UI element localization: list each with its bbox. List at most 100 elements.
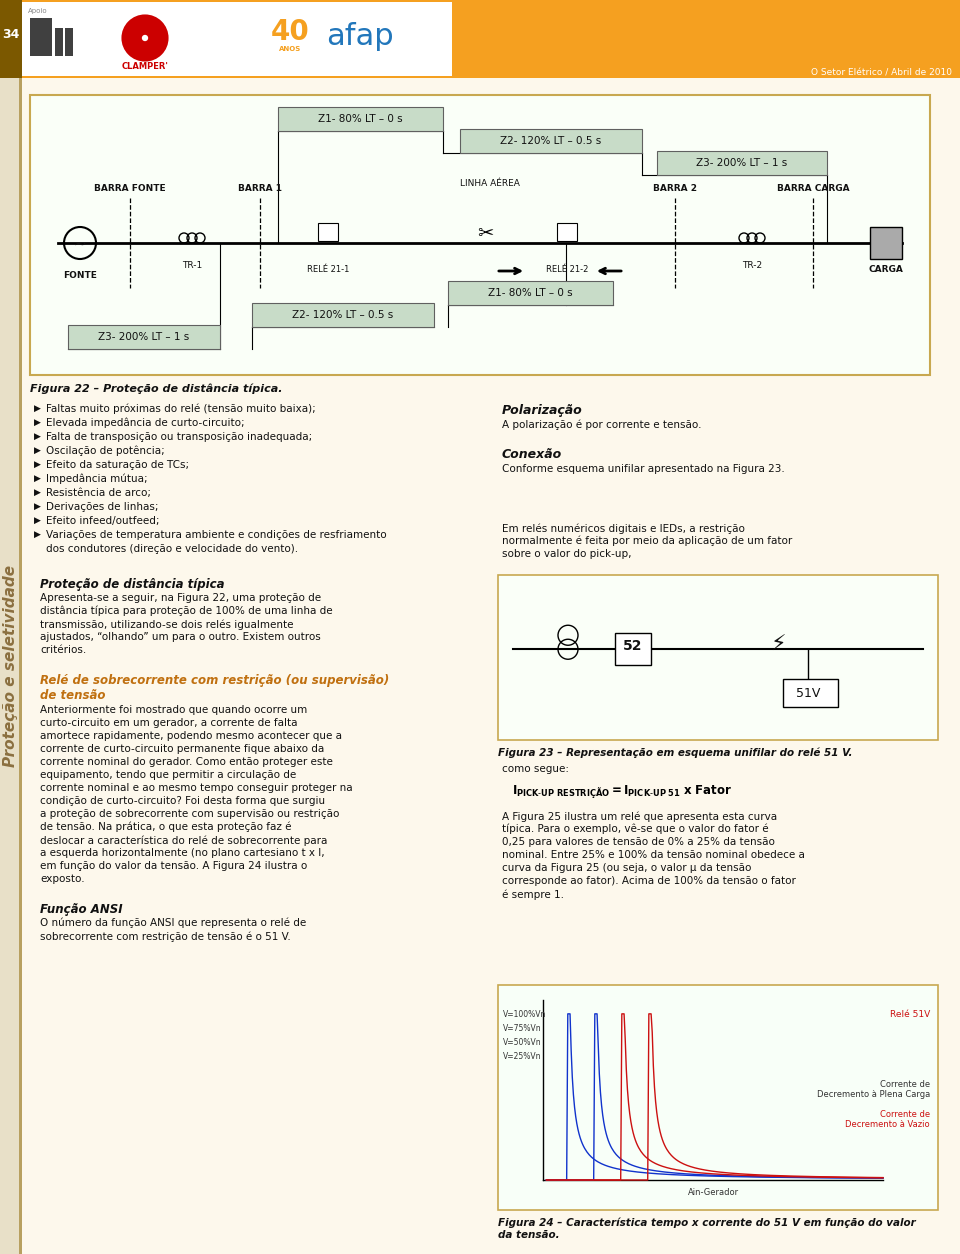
Bar: [30, 95, 930, 375]
Text: 51V: 51V: [796, 687, 820, 700]
Text: Faltas muito próximas do relé (tensão muito baixa);: Faltas muito próximas do relé (tensão mu…: [46, 404, 316, 415]
Text: Falta de transposição ou transposição inadequada;: Falta de transposição ou transposição in…: [46, 431, 312, 441]
Text: ▶: ▶: [34, 460, 41, 469]
Text: de tensão. Na prática, o que esta proteção faz é: de tensão. Na prática, o que esta proteç…: [40, 823, 292, 833]
Text: 34: 34: [2, 29, 20, 41]
Text: RELÉ 21-1: RELÉ 21-1: [307, 265, 349, 275]
Bar: [278, 107, 443, 130]
Text: Efeito da saturação de TCs;: Efeito da saturação de TCs;: [46, 460, 189, 470]
Bar: [0, 0, 22, 78]
Text: ▶: ▶: [34, 474, 41, 483]
Text: Z3- 200% LT – 1 s: Z3- 200% LT – 1 s: [98, 332, 190, 342]
Bar: [68, 325, 220, 349]
Text: TR-1: TR-1: [181, 261, 203, 270]
Text: corrente nominal e ao mesmo tempo conseguir proteger na: corrente nominal e ao mesmo tempo conseg…: [40, 782, 352, 793]
Text: Z1- 80% LT – 0 s: Z1- 80% LT – 0 s: [489, 288, 573, 298]
Text: Efeito infeed/outfeed;: Efeito infeed/outfeed;: [46, 515, 159, 525]
Text: Em relés numéricos digitais e IEDs, a restrição: Em relés numéricos digitais e IEDs, a re…: [502, 523, 745, 533]
Text: V=100%Vn: V=100%Vn: [503, 1009, 546, 1020]
Text: dos condutores (direção e velocidade do vento).: dos condutores (direção e velocidade do …: [46, 544, 299, 554]
Bar: [0, 78, 19, 1254]
Text: ANOS: ANOS: [278, 46, 301, 51]
Text: Resistência de arco;: Resistência de arco;: [46, 488, 151, 498]
Text: ⚡: ⚡: [770, 636, 786, 656]
Text: condição de curto-circuito? Foi desta forma que surgiu: condição de curto-circuito? Foi desta fo…: [40, 796, 325, 806]
Text: normalmente é feita por meio da aplicação de um fator: normalmente é feita por meio da aplicaçã…: [502, 535, 792, 547]
Text: corrente nominal do gerador. Como então proteger este: corrente nominal do gerador. Como então …: [40, 757, 333, 767]
Bar: [0, 0, 960, 78]
Text: de tensão: de tensão: [40, 688, 106, 702]
Bar: [318, 223, 338, 241]
Text: V=75%Vn: V=75%Vn: [503, 1025, 541, 1033]
Text: $\mathbf{I_{PICK\text{-}UP\ RESTRIÇÃO} = I_{PICK\text{-}UP\ 51}\ x\ Fator}$: $\mathbf{I_{PICK\text{-}UP\ RESTRIÇÃO} =…: [512, 782, 732, 800]
Text: ▶: ▶: [34, 515, 41, 525]
Text: corrente de curto-circuito permanente fique abaixo da: corrente de curto-circuito permanente fi…: [40, 744, 324, 754]
Text: 40: 40: [271, 18, 309, 46]
Bar: [19, 78, 22, 1254]
Text: O número da função ANSI que representa o relé de: O número da função ANSI que representa o…: [40, 918, 306, 928]
Text: a proteção de sobrecorrente com supervisão ou restrição: a proteção de sobrecorrente com supervis…: [40, 809, 340, 819]
Text: Variações de temperatura ambiente e condições de resfriamento: Variações de temperatura ambiente e cond…: [46, 530, 387, 540]
Bar: [657, 150, 827, 176]
Text: Z3- 200% LT – 1 s: Z3- 200% LT – 1 s: [696, 158, 787, 168]
Text: como segue:: como segue:: [502, 764, 569, 774]
Text: Anteriormente foi mostrado que quando ocorre um: Anteriormente foi mostrado que quando oc…: [40, 705, 307, 715]
Text: sobrecorrente com restrição de tensão é o 51 V.: sobrecorrente com restrição de tensão é …: [40, 930, 291, 942]
Text: Figura 24 – Característica tempo x corrente do 51 V em função do valor
da tensão: Figura 24 – Característica tempo x corre…: [498, 1218, 916, 1240]
Bar: [498, 576, 938, 740]
Text: ▶: ▶: [34, 502, 41, 510]
Text: CARGA: CARGA: [869, 265, 903, 275]
Text: corresponde ao fator). Acima de 100% da tensão o fator: corresponde ao fator). Acima de 100% da …: [502, 877, 796, 887]
Text: típica. Para o exemplo, vê-se que o valor do fator é: típica. Para o exemplo, vê-se que o valo…: [502, 824, 769, 834]
Bar: [55, 28, 63, 56]
Text: Conforme esquema unifilar apresentado na Figura 23.: Conforme esquema unifilar apresentado na…: [502, 464, 784, 474]
Bar: [460, 129, 642, 153]
Bar: [557, 223, 577, 241]
Text: A Figura 25 ilustra um relé que apresenta esta curva: A Figura 25 ilustra um relé que apresent…: [502, 811, 778, 821]
Text: Conexão: Conexão: [502, 448, 563, 461]
Text: ✂: ✂: [477, 223, 493, 242]
Text: a esquerda horizontalmente (no plano cartesiano t x I,: a esquerda horizontalmente (no plano car…: [40, 848, 324, 858]
Text: Relé 51V: Relé 51V: [890, 1009, 930, 1020]
Text: CLAMPER': CLAMPER': [122, 61, 168, 71]
Text: Figura 23 – Representação em esquema unifilar do relé 51 V.: Figura 23 – Representação em esquema uni…: [498, 747, 852, 759]
Text: Função ANSI: Função ANSI: [40, 903, 123, 915]
Bar: [615, 633, 651, 666]
Text: 52: 52: [623, 640, 643, 653]
Bar: [783, 680, 838, 707]
Text: Oscilação de potência;: Oscilação de potência;: [46, 446, 165, 456]
Bar: [252, 303, 434, 327]
Text: Ain-Gerador: Ain-Gerador: [687, 1188, 738, 1198]
Text: Figura 22 – Proteção de distância típica.: Figura 22 – Proteção de distância típica…: [30, 382, 282, 394]
Text: V=25%Vn: V=25%Vn: [503, 1052, 541, 1061]
Text: RELÉ 21-2: RELÉ 21-2: [546, 265, 588, 275]
Text: 0,25 para valores de tensão de 0% a 25% da tensão: 0,25 para valores de tensão de 0% a 25% …: [502, 836, 775, 846]
Text: curva da Figura 25 (ou seja, o valor μ da tensão: curva da Figura 25 (ou seja, o valor μ d…: [502, 863, 752, 873]
Bar: [22, 3, 452, 76]
Text: Elevada impedância de curto-circuito;: Elevada impedância de curto-circuito;: [46, 418, 245, 429]
Text: é sempre 1.: é sempre 1.: [502, 889, 564, 899]
Text: TR-2: TR-2: [742, 261, 762, 270]
Text: Z2- 120% LT – 0.5 s: Z2- 120% LT – 0.5 s: [500, 135, 602, 145]
Text: Derivações de linhas;: Derivações de linhas;: [46, 502, 158, 512]
Text: ▶: ▶: [34, 404, 41, 413]
Text: nominal. Entre 25% e 100% da tensão nominal obedece a: nominal. Entre 25% e 100% da tensão nomi…: [502, 850, 804, 860]
Text: amortece rapidamente, podendo mesmo acontecer que a: amortece rapidamente, podendo mesmo acon…: [40, 731, 342, 741]
Text: distância típica para proteção de 100% de uma linha de: distância típica para proteção de 100% d…: [40, 606, 332, 617]
Text: ~: ~: [74, 237, 86, 252]
Text: O Setor Elétrico / Abril de 2010: O Setor Elétrico / Abril de 2010: [811, 68, 952, 76]
Text: transmissão, utilizando-se dois relés igualmente: transmissão, utilizando-se dois relés ig…: [40, 619, 294, 630]
Bar: [870, 227, 902, 260]
Text: Corrente de
Decremento à Plena Carga: Corrente de Decremento à Plena Carga: [817, 1080, 930, 1100]
Text: Relé de sobrecorrente com restrição (ou supervisão): Relé de sobrecorrente com restrição (ou …: [40, 673, 389, 687]
Text: LINHA AÉREA: LINHA AÉREA: [460, 179, 520, 188]
Text: BARRA 2: BARRA 2: [653, 184, 697, 193]
Text: exposto.: exposto.: [40, 874, 84, 884]
Text: Corrente de
Decremento à Vazio: Corrente de Decremento à Vazio: [846, 1110, 930, 1130]
Text: V=50%Vn: V=50%Vn: [503, 1038, 541, 1047]
Text: Z1- 80% LT – 0 s: Z1- 80% LT – 0 s: [318, 114, 403, 124]
Text: curto-circuito em um gerador, a corrente de falta: curto-circuito em um gerador, a corrente…: [40, 719, 298, 729]
Text: Apresenta-se a seguir, na Figura 22, uma proteção de: Apresenta-se a seguir, na Figura 22, uma…: [40, 593, 322, 603]
Text: critérios.: critérios.: [40, 645, 86, 655]
Text: equipamento, tendo que permitir a circulação de: equipamento, tendo que permitir a circul…: [40, 770, 297, 780]
